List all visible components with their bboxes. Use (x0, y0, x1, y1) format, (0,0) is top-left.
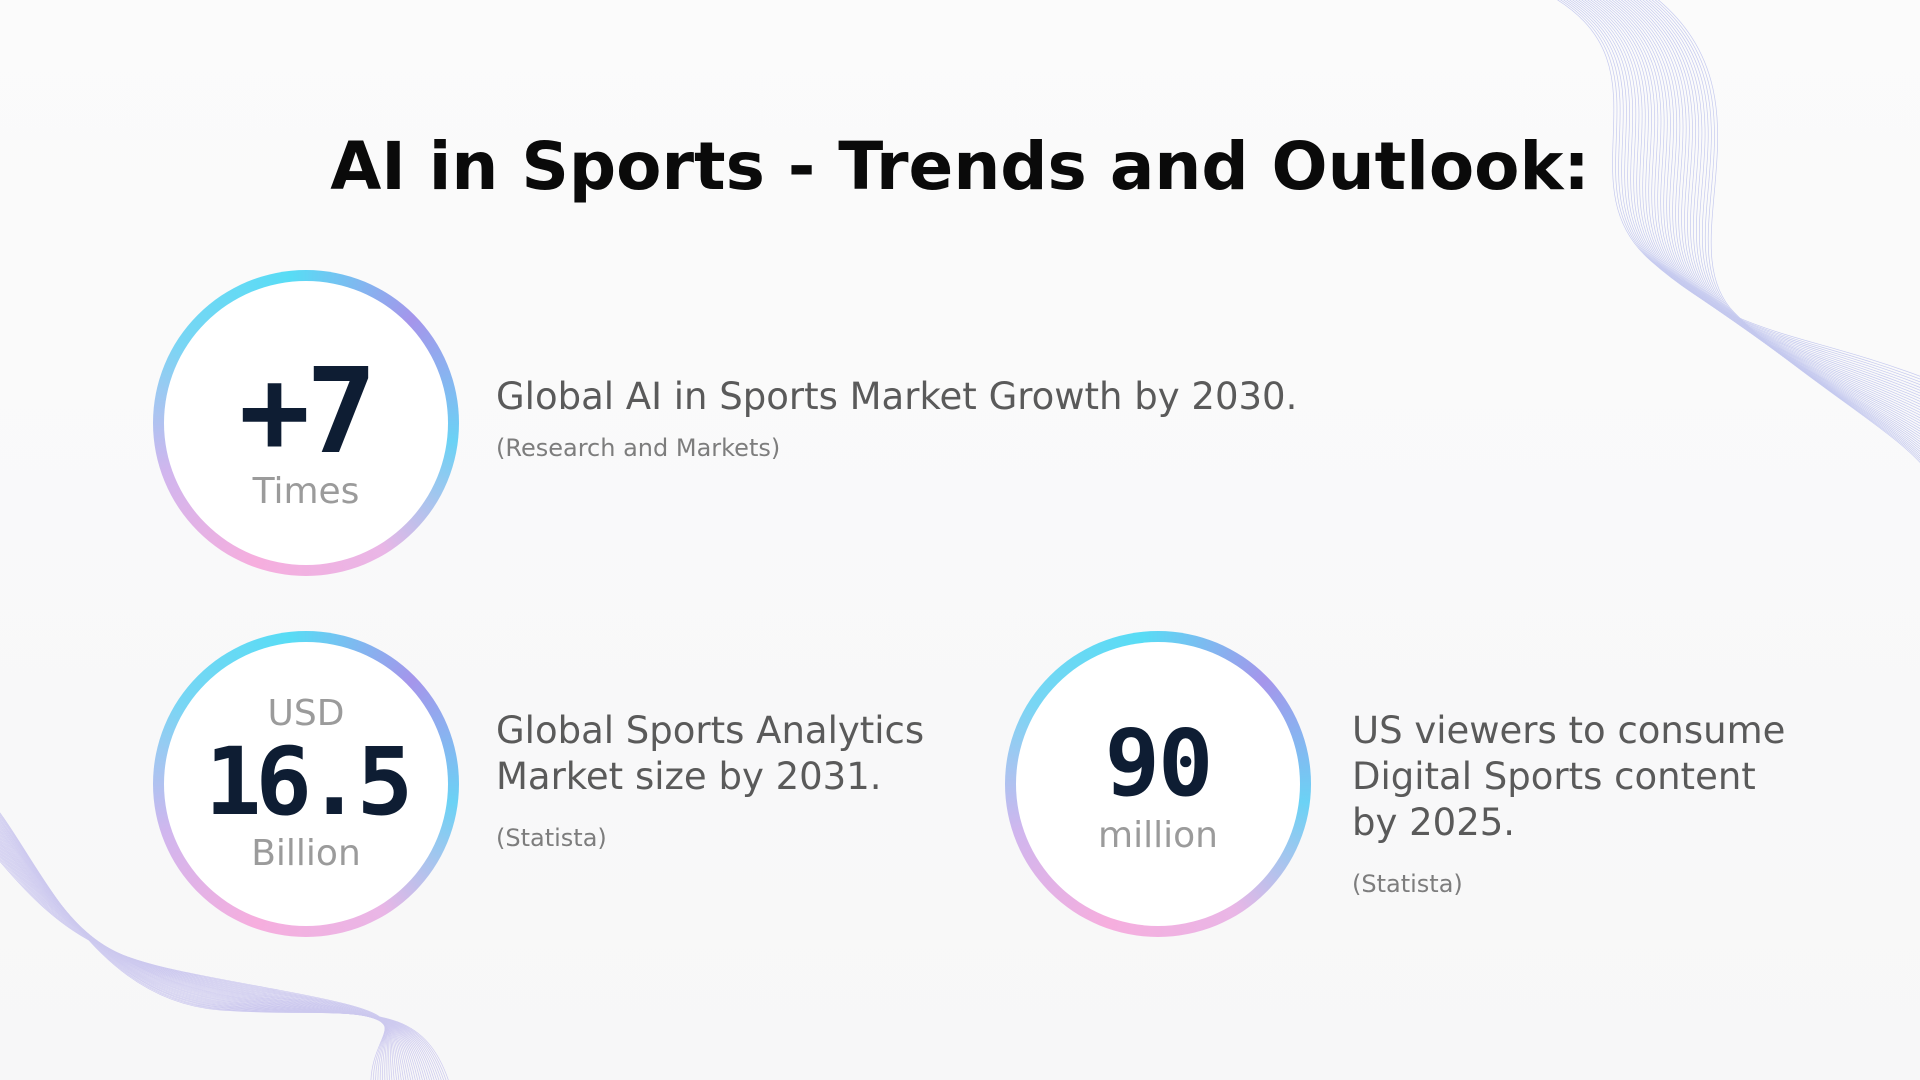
stat-unit: million (1098, 815, 1218, 857)
slide-title: AI in Sports - Trends and Outlook: (330, 128, 1590, 205)
wave-line (1657, 0, 1920, 463)
stat-source: (Statista) (1352, 870, 1463, 898)
gradient-ring (153, 270, 459, 576)
wave-line (1651, 0, 1920, 459)
wave-line (1608, 0, 1920, 424)
description-line: by 2025. (1352, 801, 1516, 844)
stat-description: Global AI in Sports Market Growth by 203… (496, 375, 1298, 418)
wave-line (1593, 0, 1920, 411)
wave-line (1599, 0, 1920, 416)
wave-line (1623, 0, 1920, 437)
wave-line (1614, 0, 1920, 429)
wave-line (1642, 0, 1920, 452)
description-line: Market size by 2031. (496, 755, 882, 798)
stat-prefix: USD (267, 693, 345, 735)
stat-source: (Statista) (496, 824, 607, 852)
wave-line (1645, 0, 1920, 455)
stat-value: 90 (1104, 710, 1214, 818)
wave-line (1648, 0, 1920, 457)
stat-unit: Times (252, 471, 360, 513)
wave-line (1611, 0, 1920, 427)
wave-line (1654, 0, 1920, 461)
wave-line (1635, 0, 1920, 448)
stat-description: US viewers to consume Digital Sports con… (1352, 708, 1785, 846)
wave-line (1638, 0, 1920, 450)
decorative-wave-lines-top-right (1557, 0, 1920, 463)
description-line: Global Sports Analytics (496, 709, 925, 752)
description-line: Digital Sports content (1352, 755, 1756, 798)
stat-description: Global Sports Analytics Market size by 2… (496, 708, 924, 800)
wave-line (1602, 0, 1920, 419)
description-line: US viewers to consume (1352, 709, 1786, 752)
gradient-ring (1005, 631, 1311, 937)
wave-line (1632, 0, 1920, 445)
stat-value: 16.5 (204, 728, 413, 837)
wave-line (1617, 0, 1920, 432)
wave-line (1629, 0, 1920, 442)
wave-line (1626, 0, 1920, 440)
wave-line (1620, 0, 1920, 435)
stat-source: (Research and Markets) (496, 434, 781, 462)
wave-line (1596, 0, 1920, 413)
stat-value: +7 (238, 342, 377, 481)
stat-unit: Billion (251, 833, 361, 874)
wave-line (1590, 0, 1920, 408)
gradient-ring (153, 631, 459, 937)
wave-line (1605, 0, 1920, 421)
